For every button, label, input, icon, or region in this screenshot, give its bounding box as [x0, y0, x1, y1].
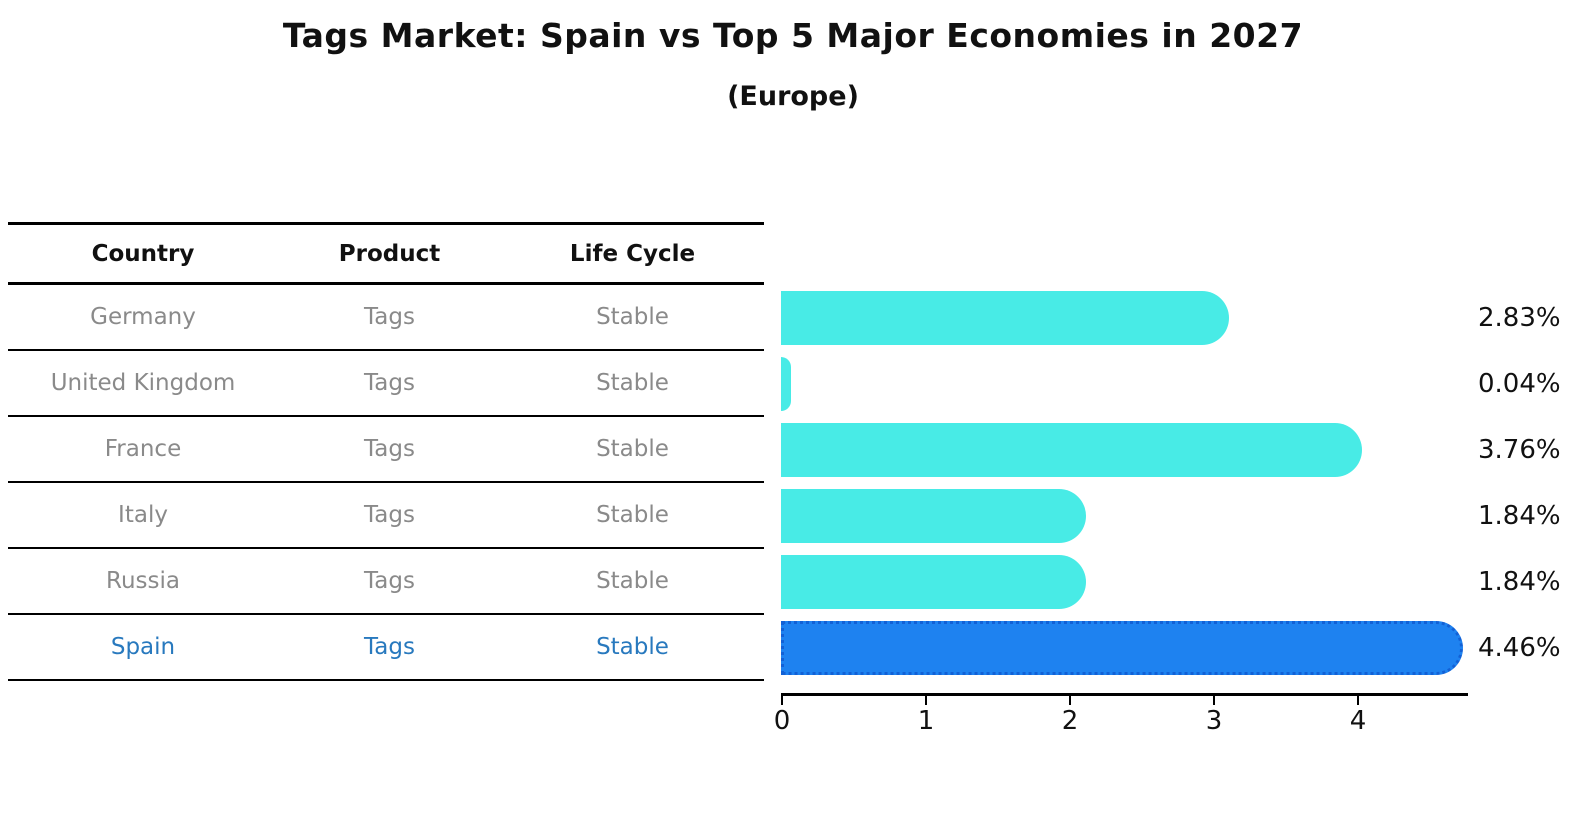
- x-axis-line: [781, 693, 1468, 696]
- bar-value-label: 3.76%: [1478, 435, 1561, 465]
- table-row: Russia Tags Stable: [8, 549, 764, 615]
- table-cell-product: Tags: [364, 502, 415, 528]
- table-cell-country: Italy: [118, 502, 168, 528]
- table-cell-country: United Kingdom: [50, 370, 236, 396]
- column-header-country: Country: [91, 240, 195, 267]
- country-table: Country Product Life Cycle Germany Tags St…: [8, 222, 764, 681]
- table-row: United Kingdom Tags Stable: [8, 351, 764, 417]
- table-cell-product: Tags: [364, 634, 415, 660]
- bar-spain: [781, 621, 1463, 675]
- x-axis-tick-label: 1: [917, 706, 935, 736]
- bar-italy: [781, 489, 1086, 543]
- x-axis-tick: [925, 696, 927, 705]
- table-cell-life-cycle: Stable: [596, 370, 669, 396]
- table-cell-life-cycle: Stable: [596, 436, 669, 462]
- table-cell-life-cycle: Stable: [596, 634, 669, 660]
- bar-france: [781, 423, 1362, 477]
- x-axis-tick: [1069, 696, 1071, 705]
- table-cell-country: Russia: [106, 568, 180, 594]
- x-axis-tick: [781, 696, 783, 705]
- chart-subtitle: (Europe): [727, 81, 859, 112]
- column-header-life-cycle: Life Cycle: [569, 240, 696, 267]
- table-cell-country: Spain: [110, 634, 176, 660]
- table-cell-life-cycle: Stable: [596, 304, 669, 330]
- table-cell-product: Tags: [364, 304, 415, 330]
- table-cell-life-cycle: Stable: [596, 502, 669, 528]
- table-cell-country: Germany: [90, 304, 196, 330]
- x-axis-tick-label: 4: [1349, 706, 1367, 736]
- chart-title: Tags Market: Spain vs Top 5 Major Econom…: [282, 16, 1304, 55]
- table-header-row: Country Product Life Cycle: [8, 222, 764, 285]
- table-cell-product: Tags: [364, 436, 415, 462]
- bar-russia: [781, 555, 1086, 609]
- bar-value-label: 0.04%: [1478, 369, 1561, 399]
- x-axis-tick: [1357, 696, 1359, 705]
- bar-germany: [781, 291, 1229, 345]
- table-cell-product: Tags: [364, 568, 415, 594]
- bar-value-label: 4.46%: [1478, 633, 1561, 663]
- table-cell-life-cycle: Stable: [596, 568, 669, 594]
- column-header-product: Product: [338, 240, 441, 267]
- bar-value-label: 2.83%: [1478, 303, 1561, 333]
- bar-united-kingdom: [781, 357, 791, 411]
- table-row: Italy Tags Stable: [8, 483, 764, 549]
- x-axis-tick-label: 2: [1061, 706, 1079, 736]
- table-cell-country: France: [104, 436, 182, 462]
- bar-value-label: 1.84%: [1478, 501, 1561, 531]
- table-cell-product: Tags: [364, 370, 415, 396]
- table-row: Germany Tags Stable: [8, 285, 764, 351]
- x-axis-tick: [1213, 696, 1215, 705]
- bar-value-label: 1.84%: [1478, 567, 1561, 597]
- x-axis-tick-label: 3: [1205, 706, 1223, 736]
- x-axis-tick-label: 0: [773, 706, 791, 736]
- table-body: Germany Tags Stable United Kingdom Tags Stabl…: [8, 285, 764, 681]
- table-row: Spain Tags Stable: [8, 615, 764, 681]
- table-row: France Tags Stable: [8, 417, 764, 483]
